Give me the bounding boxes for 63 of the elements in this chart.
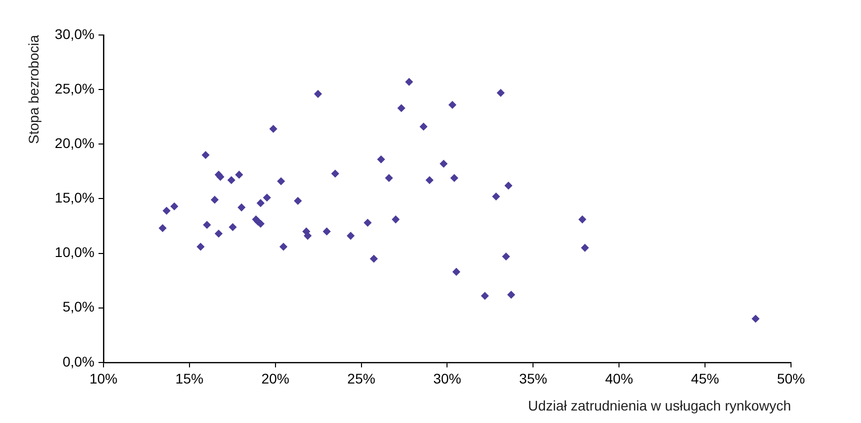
point <box>364 218 372 227</box>
x-tick-label: 50% <box>776 370 806 387</box>
point <box>496 89 504 97</box>
point <box>238 204 246 212</box>
x-axis-title: Udział zatrudnienia w usługach rynkowych <box>528 397 791 414</box>
point <box>507 290 515 299</box>
x-tick-label: 30% <box>433 370 462 387</box>
point <box>228 176 236 184</box>
y-axis-title: Stopa bezrobocia <box>25 34 42 144</box>
point <box>405 78 413 86</box>
y-tick-label: 20,0% <box>54 134 94 151</box>
point <box>270 125 278 133</box>
x-tick-label: 10% <box>89 370 118 387</box>
x-tick-label: 15% <box>175 370 204 387</box>
point <box>370 254 378 263</box>
point <box>450 174 458 182</box>
point <box>426 176 434 184</box>
point <box>162 206 170 215</box>
x-tick-label: 35% <box>519 370 548 387</box>
y-tick-label: 15,0% <box>54 190 94 206</box>
point <box>235 170 243 178</box>
point <box>304 232 312 240</box>
point <box>385 174 393 182</box>
point <box>228 223 237 231</box>
point <box>481 292 489 300</box>
point <box>452 268 460 276</box>
point <box>398 104 406 112</box>
point <box>314 90 322 98</box>
x-tick-label: 20% <box>261 370 290 387</box>
point <box>377 156 385 164</box>
point <box>752 314 760 323</box>
point <box>214 230 222 238</box>
point <box>504 182 512 190</box>
point <box>196 242 204 251</box>
point <box>256 199 264 207</box>
point <box>277 177 285 186</box>
point <box>581 244 589 252</box>
y-tick-label: 25,0% <box>54 80 94 96</box>
y-tick-label: 5,0% <box>62 298 94 315</box>
point <box>440 160 448 168</box>
point <box>502 252 510 260</box>
point <box>420 122 428 130</box>
point <box>170 202 178 210</box>
y-tick-label: 10,0% <box>54 244 94 260</box>
point <box>280 242 288 251</box>
x-tick-label: 45% <box>691 370 720 387</box>
point <box>210 196 218 204</box>
point <box>294 197 302 205</box>
y-tick-label: 0,0% <box>62 353 94 370</box>
point <box>158 224 166 232</box>
x-tick-label: 40% <box>605 370 634 387</box>
point <box>202 151 210 159</box>
point <box>392 216 400 224</box>
point <box>322 228 331 236</box>
x-tick-label: 25% <box>347 370 376 387</box>
point <box>448 101 456 109</box>
y-tick-label: 30,0% <box>54 26 94 42</box>
point <box>578 216 586 224</box>
point <box>331 170 339 178</box>
point <box>263 194 271 202</box>
point <box>346 232 354 240</box>
point <box>203 221 211 229</box>
point <box>492 192 500 200</box>
